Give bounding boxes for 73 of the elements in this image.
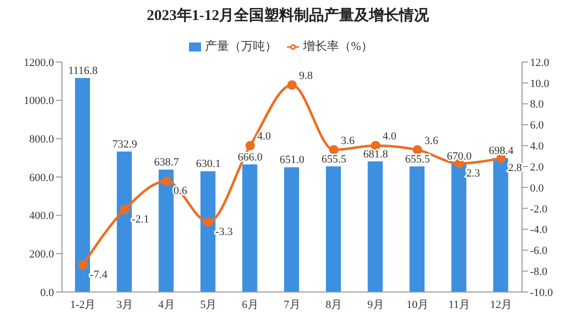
- point: [245, 140, 255, 150]
- data-label: 681.8: [363, 148, 389, 160]
- y-tick-label: 0.0: [40, 286, 54, 299]
- y-tick-label: 800.0: [29, 134, 54, 146]
- chart-title: 2023年1-12月全国塑料制品产量及增长情况: [146, 6, 430, 25]
- data-label: 3.6: [424, 134, 439, 147]
- data-label: -3.3: [215, 226, 234, 238]
- y2-tick-label: 10.0: [530, 78, 550, 90]
- data-label: -7.4: [90, 268, 108, 281]
- data-label: 3.6: [340, 134, 356, 147]
- point: [120, 204, 130, 214]
- bar: [451, 164, 466, 292]
- point: [78, 260, 88, 270]
- x-tick-label: 8月: [326, 298, 342, 311]
- legend-label: 增长率（%）: [303, 39, 373, 53]
- data-label: 2.3: [466, 167, 481, 180]
- data-label: 670.0: [446, 150, 472, 163]
- bar: [284, 167, 300, 292]
- y2-tick-label: 4.0: [530, 140, 544, 153]
- bar: [493, 158, 508, 292]
- point: [412, 145, 422, 155]
- y2-tick-label: -4.0: [530, 224, 548, 236]
- point: [287, 80, 297, 90]
- x-tick-label: 12月: [490, 298, 512, 311]
- bar: [158, 170, 174, 292]
- x-tick-label: 6月: [242, 298, 258, 311]
- x-tick-label: 3月: [116, 298, 133, 311]
- x-tick-label: 9月: [367, 298, 384, 311]
- data-label: 630.1: [196, 158, 221, 170]
- y-tick-label: 1200.0: [24, 56, 54, 69]
- bar: [368, 161, 383, 292]
- data-label: 651.0: [280, 154, 305, 166]
- bar: [75, 78, 90, 292]
- x-tick-label: 4月: [158, 298, 175, 311]
- y-tick-label: 400.0: [29, 210, 54, 222]
- y2-tick-label: -10.0: [530, 286, 554, 299]
- point: [329, 145, 339, 155]
- y2-tick-label: 6.0: [530, 120, 544, 132]
- legend-label: 产量（万吨）: [205, 39, 277, 53]
- data-label: -2.1: [132, 213, 150, 226]
- y2-tick-label: 0.0: [530, 182, 544, 194]
- x-tick-label: 10月: [406, 298, 428, 311]
- data-label: 698.4: [488, 145, 514, 158]
- y2-tick-label: 12.0: [530, 56, 550, 69]
- data-label: 4.0: [382, 130, 397, 143]
- point: [162, 176, 172, 186]
- point: [370, 140, 380, 150]
- y2-tick-label: 2.0: [530, 161, 544, 174]
- point: [204, 217, 214, 227]
- data-label: 4.0: [257, 130, 272, 143]
- bar: [200, 171, 216, 292]
- data-label: 638.7: [154, 156, 180, 169]
- data-label: 732.9: [112, 138, 138, 151]
- x-tick-label: 7月: [284, 298, 300, 311]
- data-label: 9.8: [299, 70, 314, 82]
- bar: [326, 166, 341, 292]
- y-tick-label: 600.0: [29, 172, 54, 184]
- data-label: 1116.8: [68, 64, 98, 77]
- x-tick-label: 5月: [200, 298, 217, 311]
- y-tick-label: 1000.0: [24, 95, 54, 108]
- data-label: 655.5: [405, 153, 430, 166]
- y2-tick-label: -6.0: [530, 245, 548, 258]
- y2-tick-label: 8.0: [530, 98, 544, 111]
- bar: [410, 166, 425, 292]
- bar: [116, 152, 132, 292]
- x-tick-label: 1-2月: [70, 298, 96, 311]
- data-label: 2.8: [508, 162, 522, 174]
- x-tick-label: 11月: [448, 298, 470, 311]
- y-tick-label: 200.0: [29, 248, 54, 261]
- bar: [242, 164, 258, 292]
- y2-tick-label: -8.0: [530, 266, 548, 278]
- y2-tick-label: -2.0: [530, 203, 548, 216]
- data-label: 655.5: [321, 153, 347, 166]
